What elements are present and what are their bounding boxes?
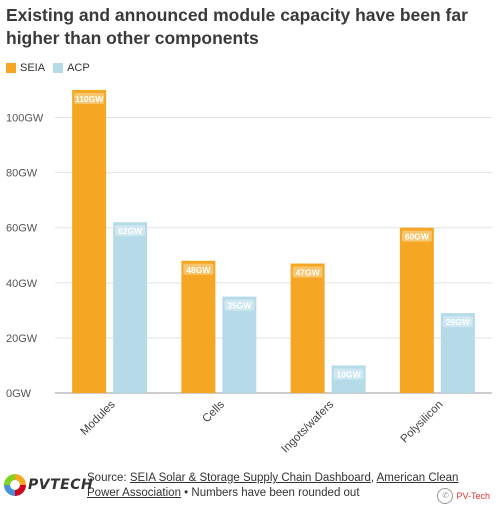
data-label-bg [74, 93, 105, 104]
data-label-bg [115, 225, 146, 237]
bar-chart: 110GW 62GW 48GW 35GW 47GW 10GW 60GW 29GW 0GW 20G… [6, 90, 492, 455]
data-label-bg [333, 368, 364, 380]
data-label: 47GW [296, 268, 321, 278]
bar-acp [440, 313, 475, 393]
data-label: 35GW [227, 301, 252, 311]
data-label: 62GW [118, 226, 143, 236]
x-tick-label: Polysilicon [399, 399, 446, 446]
watermark: ✆ PV-Tech [437, 488, 490, 504]
watermark-text: PV-Tech [456, 491, 490, 501]
legend-item-seia: SEIA [6, 62, 45, 74]
x-tick-label: Modules [79, 398, 118, 437]
data-label-bg [183, 263, 214, 275]
source-prefix: Source: [87, 472, 130, 484]
source-link-seia[interactable]: SEIA Solar & Storage Supply Chain Dashbo… [129, 472, 371, 484]
chart-legend: SEIA ACP [6, 61, 98, 75]
footer: PVTECH Source: SEIA Solar & Storage Supp… [0, 468, 500, 510]
data-label: 48GW [186, 265, 211, 275]
source-separator: , [370, 472, 377, 484]
y-tick-label: 60GW [6, 223, 38, 235]
bar-seia [399, 227, 434, 393]
legend-item-acp: ACP [53, 62, 90, 74]
source-link-acp[interactable]: American Clean Power Association [87, 472, 459, 499]
y-tick-label: 20GW [6, 333, 38, 345]
bar-seia [181, 260, 216, 393]
y-tick-label: 80GW [6, 168, 38, 180]
legend-label-acp: ACP [67, 62, 90, 74]
bar-seia [72, 90, 107, 393]
legend-label-seia: SEIA [20, 62, 46, 74]
data-label: 110GW [75, 94, 104, 104]
pvtech-logo: PVTECH [4, 474, 93, 496]
pvtech-wordmark: PVTECH [28, 477, 94, 493]
pvtech-logo-icon [4, 474, 26, 496]
bar-acp [113, 222, 148, 393]
data-label-bg [292, 266, 323, 278]
data-label: 60GW [405, 232, 430, 242]
x-tick-label: Cells [200, 398, 227, 425]
y-tick-label: 40GW [6, 278, 38, 290]
data-label-bg [442, 316, 473, 328]
source-rounding-note: • Numbers have been rounded out [180, 487, 360, 499]
bar-seia [290, 263, 325, 393]
x-tick-label: Ingots/wafers [279, 398, 336, 455]
bar-acp [331, 365, 366, 393]
legend-swatch-seia [6, 63, 16, 73]
bar-acp [222, 296, 257, 393]
data-label-bg [401, 230, 432, 242]
legend-swatch-acp [53, 63, 64, 73]
chart-title: Existing and announced module capacity h… [6, 5, 468, 48]
data-label: 29GW [446, 317, 471, 327]
y-tick-label: 100GW [6, 113, 44, 125]
data-label: 10GW [337, 369, 362, 379]
source-note: Source: SEIA Solar & Storage Supply Chai… [87, 471, 492, 501]
y-tick-label: 0GW [6, 388, 32, 400]
data-label-bg [224, 299, 255, 311]
wechat-icon: ✆ [437, 488, 454, 504]
